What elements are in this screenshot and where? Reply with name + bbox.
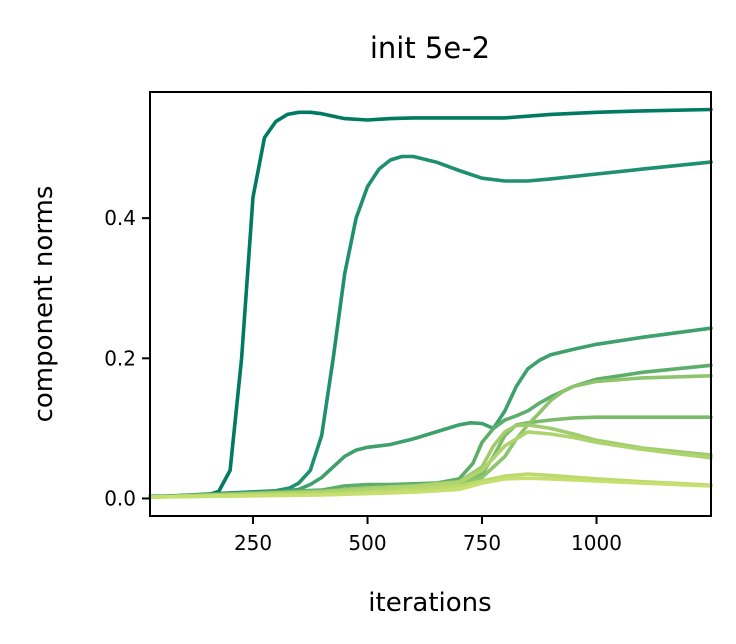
y-tick-label: 0.4: [104, 206, 136, 230]
y-tick-label: 0.0: [104, 486, 136, 510]
x-axis-label: iterations: [368, 588, 491, 618]
x-axis-ticks: 250 500 750 1000: [234, 516, 622, 555]
y-tick-label: 0.2: [104, 346, 136, 370]
chart-title: init 5e-2: [370, 31, 490, 65]
series-line-1: [148, 107, 713, 499]
x-tick-label: 750: [463, 531, 501, 555]
x-tick-label: 1000: [571, 531, 622, 555]
y-axis-label: component norms: [29, 186, 59, 423]
y-axis-ticks: 0.0 0.2 0.4: [104, 206, 150, 510]
series-line-8: [148, 430, 713, 499]
series-line-2: [148, 154, 713, 499]
plot-lines: [148, 107, 713, 499]
series-line-3: [148, 326, 713, 499]
x-tick-label: 250: [234, 531, 272, 555]
x-tick-label: 500: [348, 531, 386, 555]
plot-frame: [149, 91, 712, 517]
series-line-10: [148, 476, 713, 499]
